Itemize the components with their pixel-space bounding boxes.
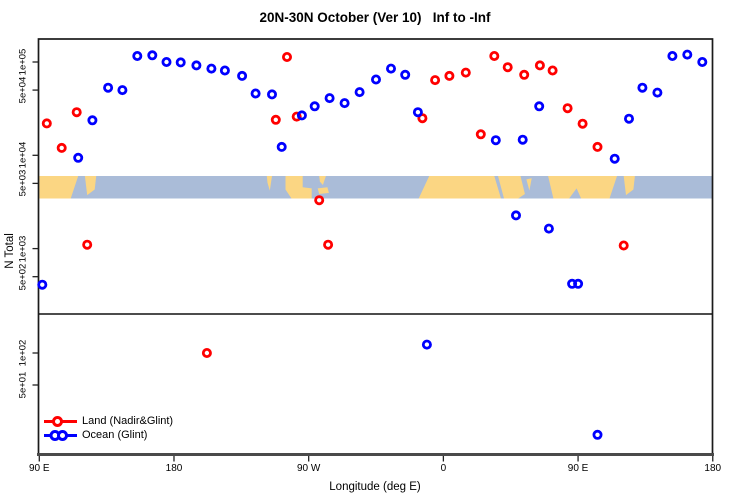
- data-point-ocean: [490, 135, 501, 146]
- data-point-ocean: [147, 50, 158, 61]
- data-point-ocean: [370, 74, 381, 85]
- data-point-ocean: [219, 65, 230, 76]
- y-tick-label: 1e+04: [17, 141, 29, 169]
- data-point-land: [519, 69, 530, 80]
- data-point-ocean: [175, 57, 186, 68]
- data-point-ocean: [682, 49, 693, 60]
- data-point-ocean: [652, 87, 663, 98]
- data-point-land: [592, 141, 603, 152]
- data-point-ocean: [624, 113, 635, 124]
- x-tick-label: 180: [165, 463, 183, 474]
- map-band-land-shape: [266, 176, 272, 191]
- data-point-land: [502, 62, 513, 73]
- data-point-ocean: [573, 278, 584, 289]
- data-point-ocean: [296, 110, 307, 121]
- data-point-ocean: [354, 87, 365, 98]
- data-point-land: [56, 142, 67, 153]
- map-band-land-shape: [319, 176, 326, 185]
- data-point-ocean: [517, 134, 528, 145]
- data-point-land: [618, 240, 629, 251]
- data-point-ocean: [276, 141, 287, 152]
- data-point-land: [562, 103, 573, 114]
- map-band-land-shape: [39, 176, 79, 199]
- x-tick-label: 90 E: [28, 463, 50, 474]
- data-point-land: [41, 118, 52, 129]
- data-point-ocean: [543, 223, 554, 234]
- data-point-ocean: [534, 101, 545, 112]
- data-point-ocean: [412, 107, 423, 118]
- data-point-ocean: [592, 429, 603, 440]
- data-point-ocean: [206, 63, 217, 74]
- data-point-ocean: [87, 115, 98, 126]
- data-point-land: [577, 118, 588, 129]
- x-axis-title: Longitude (deg E): [329, 481, 421, 493]
- x-tick-label: 0: [440, 463, 447, 474]
- data-point-ocean: [324, 93, 335, 104]
- map-band-land-shape: [623, 176, 635, 196]
- data-point-land: [71, 107, 82, 118]
- map-band-land-shape: [548, 176, 617, 199]
- data-point-land: [547, 65, 558, 76]
- data-point-ocean: [37, 279, 48, 290]
- plot-frame: [37, 38, 714, 456]
- data-point-ocean: [103, 82, 114, 93]
- y-tick-label: 1e+03: [17, 235, 29, 262]
- data-point-land: [201, 347, 212, 358]
- map-band-land-shape: [418, 176, 501, 199]
- chart-title: 20N-30N October (Ver 10) Inf to -Inf: [259, 10, 491, 25]
- y-tick-label: 1e+02: [17, 339, 29, 367]
- data-point-ocean: [161, 57, 172, 68]
- data-point-ocean: [73, 152, 84, 163]
- y-tick-label: 1e+05: [17, 48, 29, 76]
- legend-label-land: Land (Nadir&Glint): [82, 415, 174, 427]
- map-band-land-shape: [285, 176, 312, 199]
- data-point-ocean: [132, 51, 143, 62]
- y-tick-label: 5e+01: [17, 371, 29, 399]
- data-point-land: [430, 75, 441, 86]
- data-point-ocean: [237, 70, 248, 81]
- data-point-land: [489, 51, 500, 62]
- y-tick-label: 5e+04: [17, 76, 29, 104]
- legend-label-ocean: Ocean (Glint): [82, 429, 148, 441]
- y-tick-label: 5e+03: [17, 170, 29, 197]
- data-point-land: [314, 195, 325, 206]
- data-point-ocean: [609, 153, 620, 164]
- data-point-ocean: [421, 339, 432, 350]
- map-band-land-shape: [526, 178, 532, 191]
- x-tick-label: 90 E: [567, 463, 589, 474]
- map-band-land-shape: [317, 187, 329, 194]
- data-point-ocean: [637, 82, 648, 93]
- data-point-ocean: [250, 88, 261, 99]
- data-point-land: [323, 239, 334, 250]
- data-point-ocean: [266, 89, 277, 100]
- data-point-ocean: [697, 57, 708, 68]
- data-point-land: [291, 111, 302, 122]
- x-tick-label: 90 W: [297, 463, 321, 474]
- data-point-ocean: [511, 210, 522, 221]
- legend-marker-ocean-circle: [57, 430, 68, 441]
- data-point-ocean: [400, 69, 411, 80]
- data-point-land: [534, 60, 545, 71]
- data-point-land: [444, 70, 455, 81]
- data-point-land: [270, 114, 281, 125]
- x-tick-label: 180: [704, 463, 722, 474]
- data-point-land: [82, 239, 93, 250]
- data-point-land: [475, 129, 486, 140]
- data-point-land: [417, 113, 428, 124]
- data-point-ocean: [309, 101, 320, 112]
- data-point-ocean: [191, 60, 202, 71]
- data-point-ocean: [339, 98, 350, 109]
- y-tick-label: 5e+02: [17, 263, 29, 291]
- data-point-ocean: [385, 63, 396, 74]
- map-band-ocean: [39, 176, 713, 199]
- legend-marker-land-circle: [52, 416, 63, 427]
- data-point-land: [281, 52, 292, 63]
- data-point-ocean: [117, 85, 128, 96]
- data-point-land: [460, 67, 471, 78]
- data-point-ocean: [667, 51, 678, 62]
- map-band-land-shape: [498, 176, 525, 199]
- map-band-land-shape: [84, 176, 97, 196]
